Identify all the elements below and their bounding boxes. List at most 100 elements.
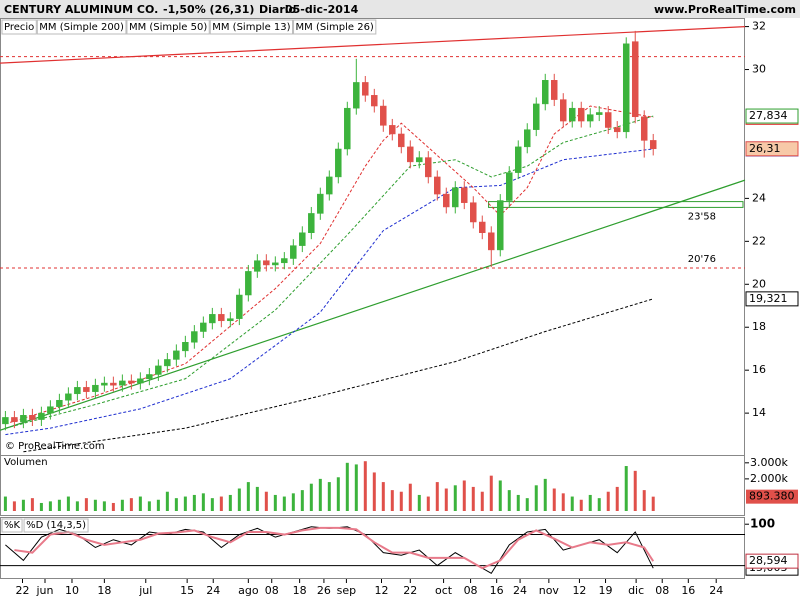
x-tick-label: 19 xyxy=(599,584,613,597)
candle-body xyxy=(461,187,468,203)
legend-entry: MM (Simple 200) xyxy=(39,22,124,33)
zone-label: 23'58 xyxy=(688,211,716,222)
volume-bar xyxy=(363,461,367,511)
y-tick-label: 32 xyxy=(752,20,766,33)
moving-average xyxy=(5,148,654,436)
x-tick-label: 24 xyxy=(709,584,723,597)
candle-body xyxy=(344,107,351,150)
candle-body xyxy=(137,378,144,384)
y-tick-label: 22 xyxy=(752,234,766,247)
candle-body xyxy=(595,112,603,115)
y-tick-label: 20 xyxy=(752,277,766,290)
volume-bar xyxy=(399,491,403,511)
candle-body xyxy=(101,382,108,386)
candle-body xyxy=(613,127,621,133)
y-tick-label: 2.000k xyxy=(750,472,788,485)
candle-body xyxy=(371,95,378,107)
candle-body xyxy=(128,380,135,384)
x-tick-label: jun xyxy=(35,584,53,597)
legend-box xyxy=(23,518,89,533)
candle-body xyxy=(568,107,576,122)
legend-box xyxy=(1,19,37,35)
legend-box xyxy=(209,19,294,35)
support-zone xyxy=(488,201,744,208)
volume-bar xyxy=(381,482,385,511)
volume-bar xyxy=(219,496,223,511)
volume-bar xyxy=(480,491,484,511)
x-tick-label: 10 xyxy=(65,584,79,597)
candle-body xyxy=(65,393,72,401)
x-tick-label: 08 xyxy=(655,584,669,597)
candle-body xyxy=(38,412,45,420)
volume-bar xyxy=(390,490,394,511)
x-tick-label: 16 xyxy=(681,584,695,597)
volume-bar xyxy=(633,470,637,511)
moving-average xyxy=(23,298,654,453)
y-tick-label: 100 xyxy=(750,517,775,531)
volume-bar xyxy=(147,501,151,511)
volume-bar xyxy=(570,496,574,511)
volume-bar xyxy=(3,496,7,511)
volume-bar xyxy=(273,494,277,511)
oscillator-line xyxy=(14,526,655,570)
legend-entry: MM (Simple 13) xyxy=(212,22,290,33)
volume-bar xyxy=(39,502,43,511)
candle-body xyxy=(434,176,441,195)
value-box xyxy=(745,291,799,307)
x-tick-label: 12 xyxy=(374,584,388,597)
candle-body xyxy=(649,140,657,150)
candle-body xyxy=(533,103,540,130)
volume-bar xyxy=(462,480,466,511)
x-tick-label: 22 xyxy=(15,584,29,597)
candle-body xyxy=(335,148,342,178)
candle-body xyxy=(299,232,306,246)
volume-bar xyxy=(183,496,187,511)
value-label: 28,594 xyxy=(749,554,788,567)
candle-body xyxy=(272,262,279,266)
x-tick-label: oct xyxy=(435,584,453,597)
candle-body xyxy=(209,314,216,324)
candle-body xyxy=(353,82,360,109)
candle-body xyxy=(227,318,234,322)
candle-body xyxy=(479,221,486,233)
candle-body xyxy=(164,359,171,367)
volume-bar xyxy=(588,494,592,511)
candle-body xyxy=(83,387,90,392)
candle-body xyxy=(11,417,18,422)
candle-body xyxy=(362,82,369,96)
volume-bar xyxy=(498,480,502,511)
panel-title: Volumen xyxy=(4,457,48,468)
period: Diario xyxy=(259,3,297,16)
volume-bar xyxy=(255,486,259,511)
moving-average xyxy=(5,115,654,429)
y-tick-label: 30 xyxy=(752,63,766,76)
volume-bar xyxy=(417,494,421,511)
candle-body xyxy=(263,260,270,266)
y-tick-label: 3.000k xyxy=(750,456,788,469)
volume-panel xyxy=(0,455,745,516)
volume-bar xyxy=(129,498,133,511)
x-tick-label: 08 xyxy=(464,584,478,597)
volume-bar xyxy=(228,494,232,511)
volume-bar xyxy=(57,499,61,511)
volume-bar xyxy=(282,496,286,511)
candle-body xyxy=(407,146,414,163)
volume-bar xyxy=(543,478,547,511)
value-box xyxy=(745,108,799,124)
volume-bar xyxy=(597,498,601,511)
volume-bar xyxy=(210,498,214,511)
volume-bar xyxy=(327,482,331,511)
oscillator-panel xyxy=(0,517,745,579)
x-tick-label: 16 xyxy=(490,584,504,597)
candle-body xyxy=(380,105,387,126)
candle-body xyxy=(173,350,180,360)
volume-bar xyxy=(435,482,439,511)
volume-bar xyxy=(111,502,115,511)
volume-bar xyxy=(516,494,520,511)
volume-bar xyxy=(606,491,610,511)
candle-body xyxy=(622,43,630,133)
y-tick-label: 14 xyxy=(752,406,766,419)
volume-bar xyxy=(336,477,340,511)
volume-bar xyxy=(84,498,88,511)
candle-body xyxy=(290,245,297,259)
